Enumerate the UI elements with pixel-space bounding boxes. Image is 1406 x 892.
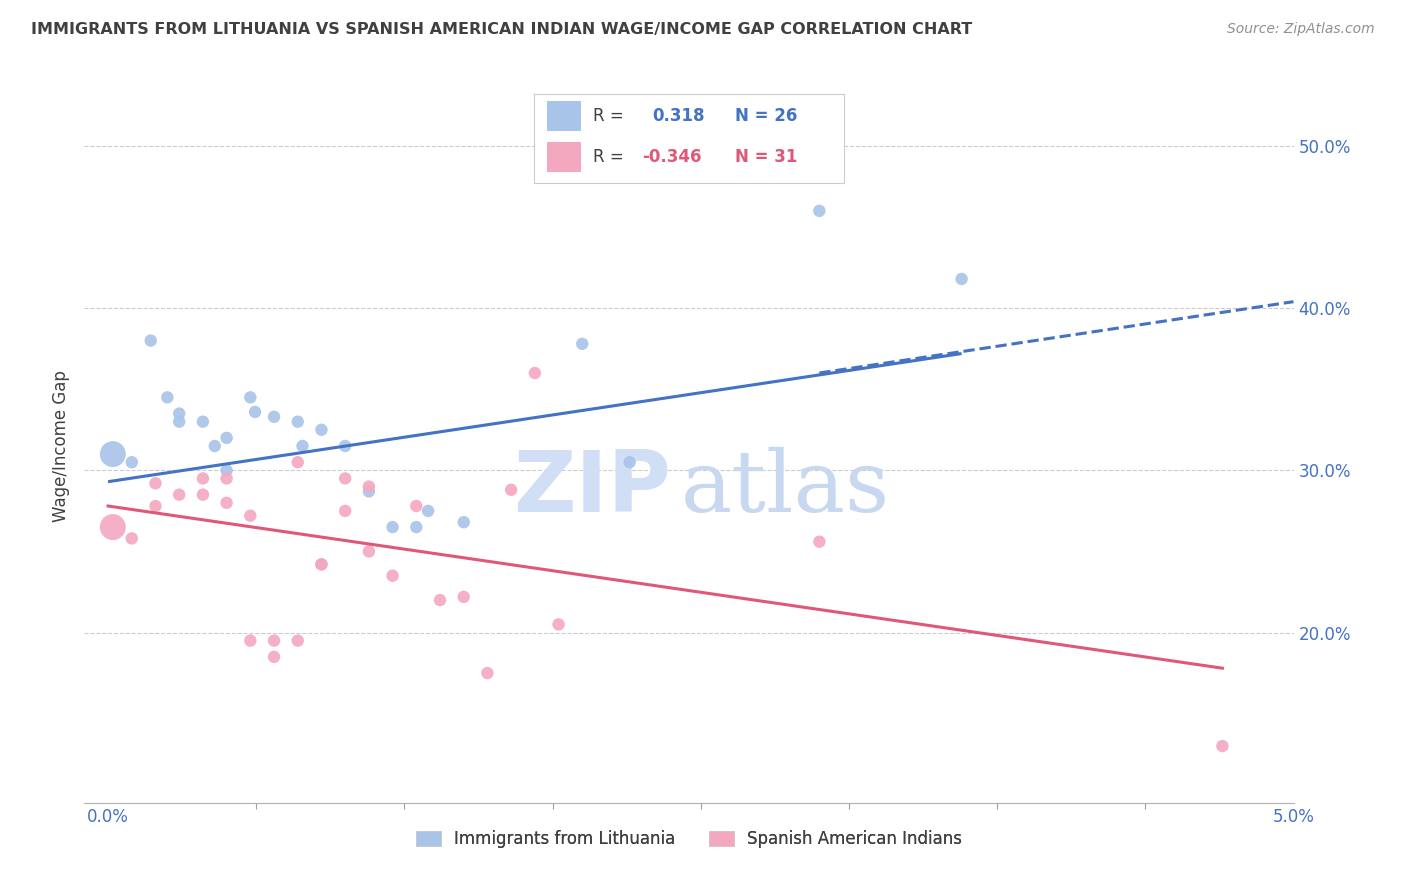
Point bbox=[145, 476, 167, 491]
Point bbox=[139, 334, 162, 348]
Point bbox=[239, 633, 262, 648]
Text: R =: R = bbox=[593, 107, 624, 125]
Point bbox=[523, 366, 546, 380]
Point bbox=[263, 649, 285, 664]
Point bbox=[101, 520, 124, 534]
Point bbox=[287, 633, 309, 648]
Point bbox=[291, 439, 314, 453]
Point bbox=[357, 479, 380, 493]
Point bbox=[215, 463, 238, 477]
Point bbox=[121, 455, 143, 469]
Point bbox=[243, 405, 266, 419]
Point bbox=[808, 534, 831, 549]
Y-axis label: Wage/Income Gap: Wage/Income Gap bbox=[52, 370, 70, 522]
Point bbox=[1211, 739, 1233, 753]
Point bbox=[333, 504, 356, 518]
Point bbox=[571, 336, 593, 351]
Point bbox=[191, 415, 214, 429]
Point bbox=[311, 558, 333, 572]
Point bbox=[263, 409, 285, 424]
Point bbox=[333, 439, 356, 453]
Point bbox=[239, 508, 262, 523]
Text: Source: ZipAtlas.com: Source: ZipAtlas.com bbox=[1227, 22, 1375, 37]
Point bbox=[950, 272, 973, 286]
Point bbox=[167, 488, 190, 502]
Point bbox=[333, 471, 356, 485]
Point bbox=[215, 471, 238, 485]
Point bbox=[145, 499, 167, 513]
Point bbox=[239, 390, 262, 404]
Point bbox=[405, 499, 427, 513]
Point bbox=[191, 471, 214, 485]
Point bbox=[501, 483, 523, 497]
Point bbox=[808, 203, 831, 218]
Point bbox=[453, 590, 475, 604]
Point bbox=[215, 431, 238, 445]
Legend: Immigrants from Lithuania, Spanish American Indians: Immigrants from Lithuania, Spanish Ameri… bbox=[409, 824, 969, 855]
Point bbox=[405, 520, 427, 534]
Point bbox=[287, 415, 309, 429]
Point bbox=[204, 439, 226, 453]
Text: R =: R = bbox=[593, 148, 624, 166]
Point bbox=[547, 617, 569, 632]
Point bbox=[215, 496, 238, 510]
Point bbox=[381, 568, 404, 582]
Point bbox=[418, 504, 440, 518]
Point bbox=[263, 633, 285, 648]
Point bbox=[357, 484, 380, 499]
Point bbox=[477, 666, 499, 681]
Point bbox=[167, 407, 190, 421]
Text: N = 31: N = 31 bbox=[735, 148, 797, 166]
Text: ZIP: ZIP bbox=[513, 447, 671, 531]
Point bbox=[156, 390, 179, 404]
Text: atlas: atlas bbox=[681, 447, 890, 531]
Point bbox=[311, 423, 333, 437]
Point bbox=[429, 593, 451, 607]
Bar bbox=[547, 142, 581, 172]
Text: -0.346: -0.346 bbox=[643, 148, 702, 166]
Text: N = 26: N = 26 bbox=[735, 107, 797, 125]
Point bbox=[619, 455, 641, 469]
Point bbox=[101, 447, 124, 461]
Point bbox=[191, 488, 214, 502]
Point bbox=[453, 515, 475, 529]
Text: IMMIGRANTS FROM LITHUANIA VS SPANISH AMERICAN INDIAN WAGE/INCOME GAP CORRELATION: IMMIGRANTS FROM LITHUANIA VS SPANISH AME… bbox=[31, 22, 972, 37]
Point bbox=[167, 415, 190, 429]
Point bbox=[311, 558, 333, 572]
Point bbox=[121, 532, 143, 546]
Point bbox=[357, 544, 380, 558]
Point bbox=[287, 455, 309, 469]
Text: 0.318: 0.318 bbox=[652, 107, 704, 125]
Point bbox=[381, 520, 404, 534]
Bar bbox=[547, 101, 581, 131]
